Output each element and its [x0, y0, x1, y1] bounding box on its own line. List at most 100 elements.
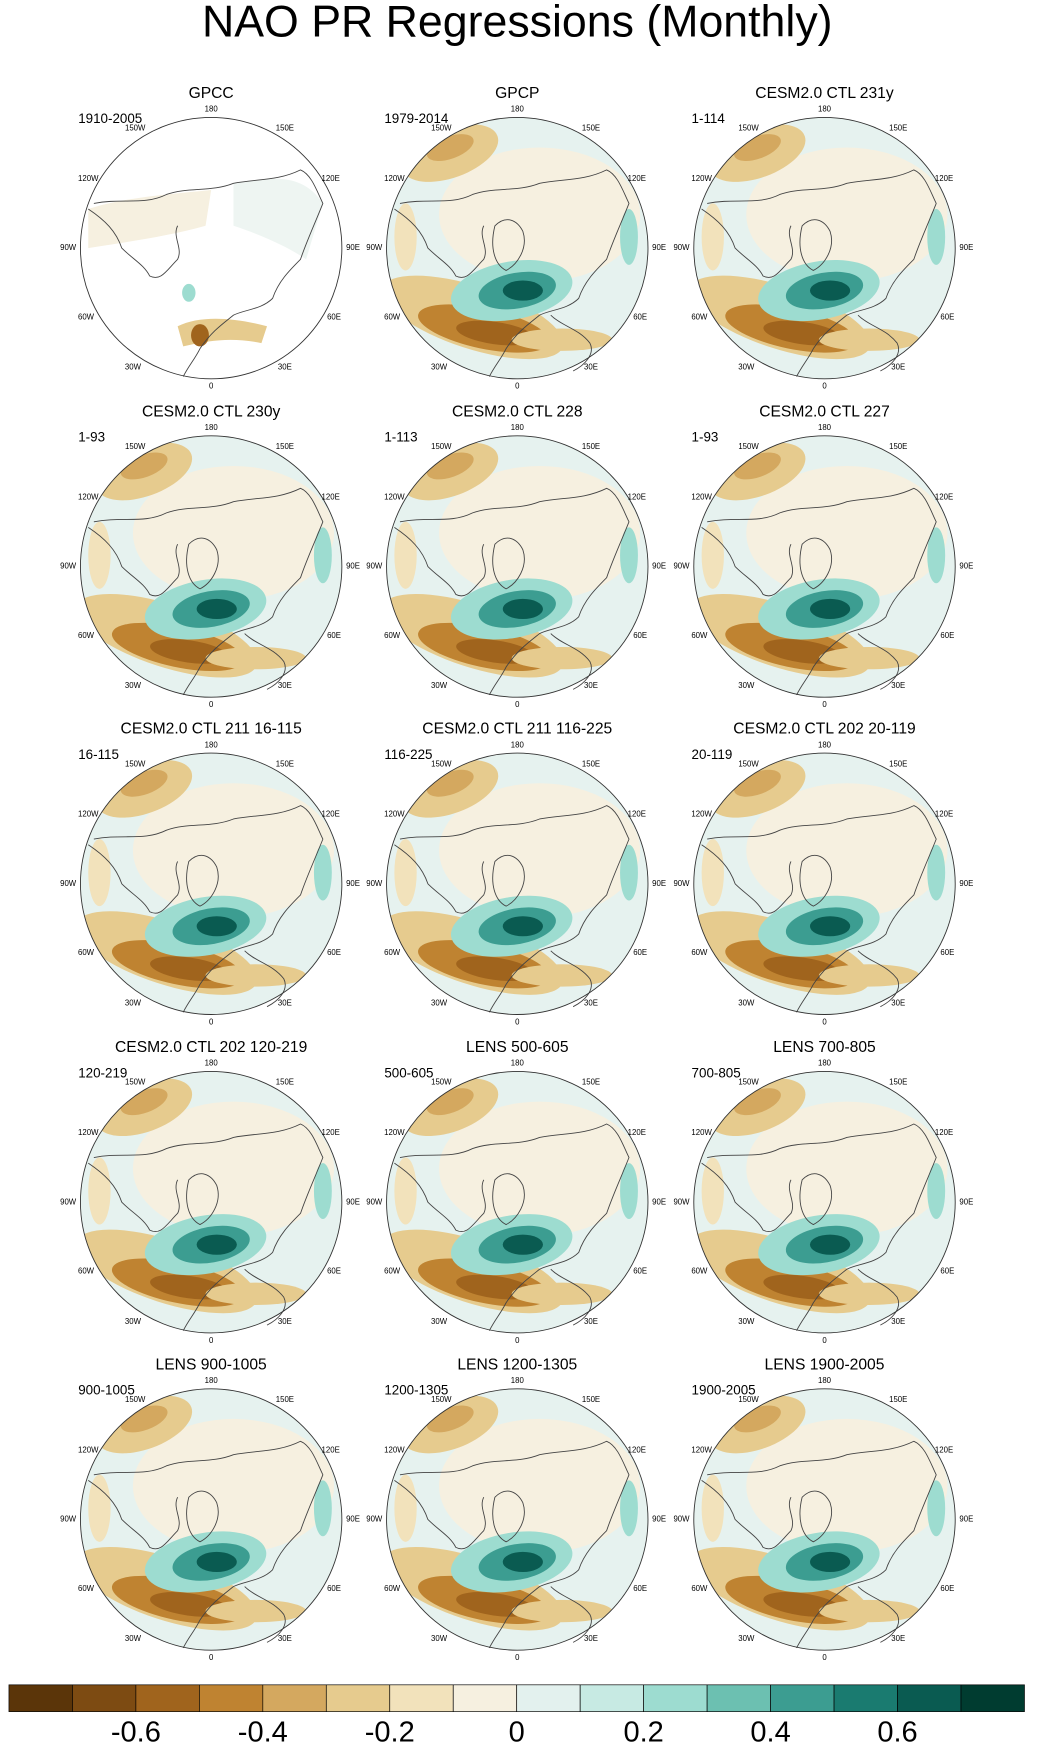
longitude-label: 60W [691, 312, 708, 321]
panel-title: CESM2.0 CTL 227 [759, 403, 890, 420]
longitude-label: 180 [818, 423, 832, 432]
panel-period: 1900-2005 [692, 1383, 756, 1398]
panel-period: 1-93 [692, 430, 719, 445]
longitude-label: 30W [738, 681, 755, 690]
longitude-label: 30W [125, 1317, 142, 1326]
colorbar-tick-label: 0.6 [877, 1717, 917, 1749]
longitude-label: 150W [431, 124, 452, 133]
panel-title: CESM2.0 CTL 228 [452, 403, 583, 420]
longitude-label: 180 [511, 105, 525, 114]
longitude-label: 90E [652, 1515, 666, 1524]
panel-period: 700-805 [692, 1065, 741, 1080]
colorbar-tick-label: 0.2 [623, 1717, 663, 1749]
colorbar-box [833, 1684, 898, 1712]
longitude-label: 90E [652, 562, 666, 571]
longitude-label: 30E [891, 1634, 905, 1643]
longitude-label: 120E [322, 1128, 340, 1137]
colorbar-box [897, 1684, 962, 1712]
polar-map [680, 1384, 955, 1650]
longitude-label: 180 [205, 1059, 219, 1068]
longitude-label: 60W [384, 948, 401, 957]
longitude-label: 60E [327, 948, 341, 957]
longitude-label: 30W [738, 1317, 755, 1326]
longitude-label: 120W [691, 174, 712, 183]
longitude-label: 180 [511, 1059, 525, 1068]
longitude-label: 90W [60, 1197, 77, 1206]
longitude-label: 30W [125, 363, 142, 372]
map-panel: GPCC 1910-2005 180 150E 120E 90E 60E 30E 0 30W 60W… [60, 85, 360, 391]
longitude-label: 0 [209, 1336, 214, 1345]
panel-period: 20-119 [692, 747, 733, 762]
polar-map [66, 1067, 341, 1333]
longitude-label: 90E [959, 879, 973, 888]
longitude-label: 60E [633, 312, 647, 321]
longitude-label: 90W [673, 1197, 690, 1206]
longitude-label: 30W [125, 1634, 142, 1643]
longitude-label: 150E [889, 1078, 907, 1087]
longitude-label: 60W [691, 1267, 708, 1276]
longitude-label: 120W [78, 810, 99, 819]
longitude-label: 150E [582, 759, 600, 768]
longitude-label: 180 [818, 1059, 832, 1068]
longitude-label: 30E [278, 1634, 292, 1643]
longitude-label: 150W [431, 759, 452, 768]
longitude-label: 150W [431, 442, 452, 451]
longitude-label: 90E [959, 243, 973, 252]
longitude-label: 150E [276, 1078, 294, 1087]
longitude-label: 30E [278, 998, 292, 1007]
colorbar-tick-label: -0.4 [238, 1717, 288, 1749]
longitude-label: 0 [822, 382, 827, 391]
longitude-label: 90W [366, 243, 383, 252]
polar-map [680, 113, 955, 379]
longitude-label: 60W [78, 631, 95, 640]
longitude-label: 60W [78, 948, 95, 957]
longitude-label: 150W [125, 759, 146, 768]
longitude-label: 60E [633, 1584, 647, 1593]
panel-title: GPCC [189, 85, 234, 102]
longitude-label: 90E [959, 1515, 973, 1524]
longitude-label: 180 [511, 423, 525, 432]
panel-title: CESM2.0 CTL 202 20-119 [733, 721, 915, 738]
longitude-label: 150E [582, 1078, 600, 1087]
longitude-label: 180 [818, 740, 832, 749]
colorbar-box [643, 1684, 708, 1712]
panel-title: LENS 500-605 [466, 1039, 569, 1056]
longitude-label: 180 [205, 423, 219, 432]
longitude-label: 150W [738, 442, 759, 451]
polar-map [373, 1067, 648, 1333]
longitude-label: 150W [738, 124, 759, 133]
map-panel: LENS 500-605 500-605 180 150E 120E 90E 60E 30E 0… [366, 1039, 666, 1345]
map-panel: CESM2.0 CTL 230y 1-93 180 150E 120E 90E 60E 30E… [60, 403, 360, 709]
longitude-label: 150E [276, 124, 294, 133]
longitude-label: 60W [384, 1267, 401, 1276]
longitude-label: 90W [60, 1515, 77, 1524]
longitude-label: 90E [346, 562, 360, 571]
longitude-label: 0 [515, 1653, 520, 1662]
longitude-label: 30W [738, 363, 755, 372]
longitude-label: 60E [633, 1267, 647, 1276]
longitude-label: 90E [652, 243, 666, 252]
longitude-label: 180 [205, 105, 219, 114]
map-panel: CESM2.0 CTL 202 120-219 120-219 180 150E 120… [60, 1039, 360, 1345]
longitude-label: 60W [384, 631, 401, 640]
longitude-label: 60E [940, 1584, 954, 1593]
longitude-label: 90W [673, 243, 690, 252]
longitude-label: 30W [431, 1634, 448, 1643]
panel-period: 1979-2014 [384, 111, 449, 126]
map-panel: CESM2.0 CTL 211 116-225 116-225 180 150E 120… [366, 721, 666, 1027]
longitude-label: 120W [691, 1128, 712, 1137]
longitude-label: 120E [322, 810, 340, 819]
longitude-label: 60E [327, 1584, 341, 1593]
map-panel: LENS 700-805 700-805 180 150E 120E 90E 60E 30E 0… [673, 1039, 973, 1345]
panel-title: LENS 1200-1305 [457, 1356, 577, 1373]
longitude-label: 120E [935, 1128, 953, 1137]
panel-period: 1-93 [78, 430, 105, 445]
longitude-label: 120W [384, 492, 405, 501]
longitude-label: 30E [278, 1317, 292, 1326]
panel-title: LENS 700-805 [773, 1039, 876, 1056]
longitude-label: 120E [935, 810, 953, 819]
longitude-label: 0 [822, 1653, 827, 1662]
longitude-label: 30W [125, 998, 142, 1007]
